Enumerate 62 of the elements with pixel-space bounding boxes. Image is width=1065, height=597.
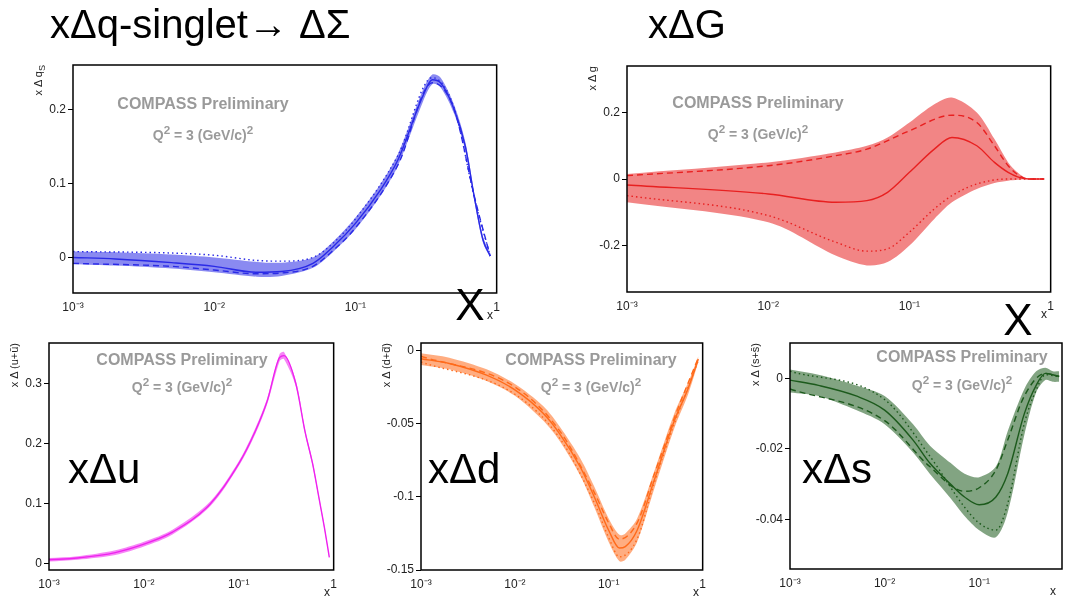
x-axis-title: x (487, 308, 493, 322)
annotation: COMPASS Preliminary (672, 94, 844, 111)
x-tick-label: 1 (493, 299, 501, 314)
y-tick-label: 0.3 (25, 376, 43, 391)
annotation: COMPASS Preliminary (96, 351, 268, 368)
y-tick-label: 0.2 (25, 436, 43, 451)
x-tick-label: 10⁻² (133, 576, 155, 591)
y-tick-label: -0.15 (386, 562, 415, 577)
y-tick-label: -0.05 (386, 415, 415, 430)
x-tick-label: 10⁻³ (410, 576, 432, 591)
x-tick-label: 10⁻¹ (228, 576, 250, 591)
y-tick-label: 0.2 (603, 104, 621, 119)
x-tick-label: 10⁻² (203, 299, 225, 314)
y-tick-label: -0.2 (599, 237, 621, 252)
x-tick-label: 10⁻¹ (898, 298, 921, 313)
x-tick-label: 10⁻² (873, 575, 896, 590)
y-tick-label: 0 (407, 342, 415, 357)
y-tick-label: 0.1 (25, 496, 43, 511)
annotation: Q$^{2}$ = 3 (GeV/c)$^{2}$ (152, 123, 254, 143)
annotation: COMPASS Preliminary (117, 95, 289, 112)
text: xΔd (428, 445, 501, 492)
y-tick-label: 0.2 (49, 101, 67, 116)
y-tick-label: -0.02 (755, 441, 784, 456)
y-tick-label: 0 (59, 249, 67, 264)
x-tick-label: 10⁻¹ (598, 576, 620, 591)
x-tick-label: 10⁻³ (62, 299, 84, 314)
x-axis-title: x (1041, 307, 1047, 321)
y-axis-title: x Δ (u+ū) (8, 343, 20, 388)
annotation: COMPASS Preliminary (505, 351, 677, 368)
y-tick-label: 0 (35, 556, 43, 571)
annotation: Q$^{2}$ = 3 (GeV/c)$^{2}$ (540, 375, 642, 395)
x-axis-title: x (324, 585, 330, 597)
y-tick-label: 0 (776, 370, 784, 385)
y-tick-label: -0.04 (755, 511, 784, 526)
y-axis-title: x Δ (s+s̄) (749, 343, 761, 387)
x-tick-label: 10⁻¹ (344, 299, 367, 314)
annotation: X (1003, 295, 1033, 344)
x-tick-label: 10⁻³ (779, 575, 801, 590)
annotation: Q$^{2}$ = 3 (GeV/c)$^{2}$ (707, 122, 809, 142)
x-tick-label: 1 (699, 576, 707, 591)
text: xΔs (802, 445, 873, 492)
annotation: Q$^{2}$ = 3 (GeV/c)$^{2}$ (131, 375, 233, 395)
x-tick-label: 10⁻¹ (968, 575, 990, 590)
chart-title: xΔG (648, 2, 726, 46)
y-tick-label: 0 (613, 171, 621, 186)
text: xΔu (68, 445, 141, 492)
chart-title: xΔq-singlet→ ΔΣ (50, 2, 351, 46)
x-tick-label: 1 (1047, 298, 1055, 313)
x-tick-label: 10⁻³ (616, 298, 638, 313)
annotation: X (455, 280, 485, 329)
annotation: COMPASS Preliminary (876, 348, 1048, 365)
x-tick-label: 10⁻² (757, 298, 779, 313)
x-axis-title: x (1050, 584, 1056, 597)
x-tick-label: 1 (330, 576, 338, 591)
y-tick-label: 0.1 (49, 175, 67, 190)
annotation: Q$^{2}$ = 3 (GeV/c)$^{2}$ (911, 373, 1013, 393)
x-axis-title: x (693, 585, 699, 597)
y-axis-title: x Δ g (586, 66, 598, 91)
y-axis-title: x Δ (d+d̄) (380, 343, 392, 388)
x-tick-label: 10⁻² (504, 576, 526, 591)
y-tick-label: -0.1 (393, 489, 415, 504)
x-tick-label: 10⁻³ (38, 576, 60, 591)
